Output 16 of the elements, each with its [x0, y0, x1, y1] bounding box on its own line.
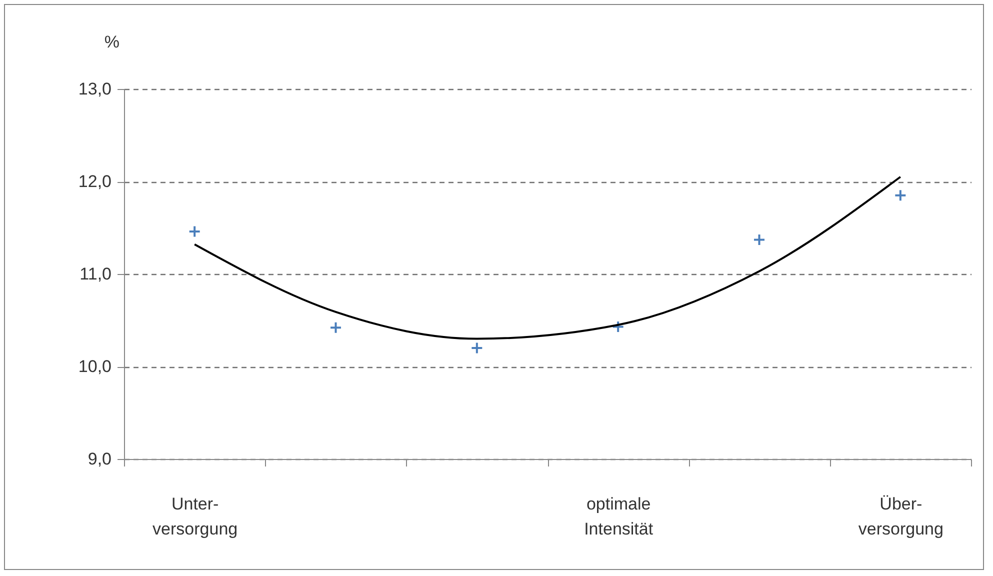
y-tick-label: 11,0	[80, 264, 112, 284]
x-tick-label: optimale Intensität	[584, 494, 654, 538]
y-tick-label: 10,0	[78, 357, 112, 376]
y-tick-label: 9,0	[88, 450, 112, 468]
point	[188, 225, 201, 238]
point	[330, 321, 342, 334]
x-tick-label: Unter- versorgung	[152, 494, 238, 538]
point	[753, 234, 766, 246]
point	[894, 189, 907, 202]
point	[612, 320, 624, 333]
y-tick-label: 12,0	[78, 172, 112, 191]
point	[470, 342, 484, 354]
y-axis-title: %	[104, 32, 120, 52]
line-series	[194, 176, 902, 340]
y-tick-label: 13,0	[78, 80, 112, 98]
x-tick-label: Über- versorgung	[858, 494, 944, 538]
